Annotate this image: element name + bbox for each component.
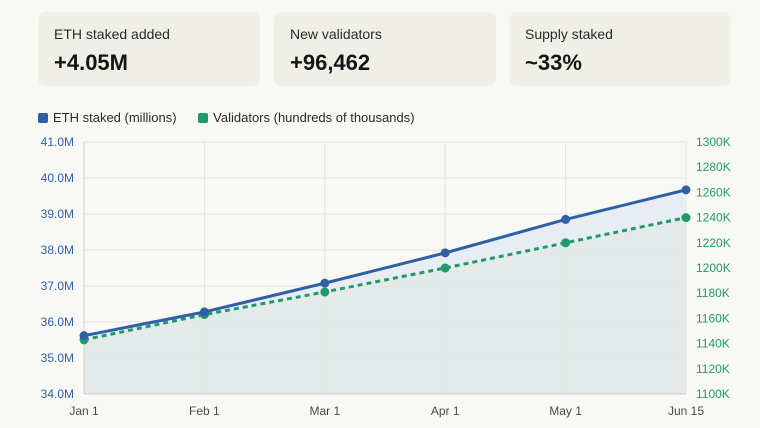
validators-series-line: [83, 216, 687, 342]
left-axis-tick-label: 39.0M: [41, 207, 74, 221]
legend-label-validators: Validators (hundreds of thousands): [213, 110, 415, 125]
right-axis-tick-label: 1100K: [696, 387, 730, 401]
stat-card-supply-staked: Supply staked ~33%: [509, 12, 731, 86]
validators-area-fill: [84, 217, 686, 394]
stat-label: ETH staked added: [54, 26, 170, 42]
stat-value: +4.05M: [54, 50, 128, 75]
dual-axis-line-chart: 34.0M 35.0M 36.0M 37.0M 38.0M 39.0M 40.0M 41.0M…: [41, 135, 731, 418]
legend-label-eth: ETH staked (millions): [53, 110, 177, 125]
x-axis-tick-label: May 1: [549, 404, 582, 418]
stat-label: New validators: [290, 26, 382, 42]
right-axis-tick-label: 1160K: [696, 311, 730, 325]
stat-value: ~33%: [525, 50, 582, 75]
left-axis-tick-label: 40.0M: [41, 171, 74, 185]
legend-item-eth[interactable]: ETH staked (millions): [38, 110, 177, 125]
right-axis-tick-label: 1240K: [696, 211, 731, 225]
right-axis-tick-label: 1120K: [696, 362, 730, 376]
right-axis-tick-label: 1280K: [696, 160, 731, 174]
eth-staked-data-point: [320, 278, 330, 288]
legend-swatch-eth: [38, 112, 48, 123]
stat-label: Supply staked: [525, 26, 613, 42]
stat-cards: ETH staked added +4.05M New validators +…: [38, 12, 732, 86]
eth-staked-data-point: [199, 307, 209, 317]
right-axis-tick-label: 1180K: [696, 286, 730, 300]
left-axis-tick-label: 37.0M: [41, 279, 74, 293]
x-axis-tick-label: Jan 1: [69, 404, 99, 418]
stat-card-eth-staked: ETH staked added +4.05M: [38, 12, 260, 86]
legend-swatch-validators: [198, 112, 209, 123]
stat-card-new-validators: New validators +96,462: [274, 12, 496, 86]
eth-staked-series-line: [83, 188, 687, 338]
left-axis-tick-label: 35.0M: [41, 351, 74, 365]
right-axis-tick-label: 1200K: [696, 261, 731, 275]
validators-data-point: [561, 238, 571, 248]
x-axis-tick-label: Jun 15: [668, 404, 704, 418]
x-axis-tick-label: Apr 1: [431, 404, 460, 418]
validators-data-point: [681, 213, 691, 223]
right-axis-tick-label: 1260K: [696, 185, 731, 199]
validators-data-point: [440, 263, 450, 273]
eth-staked-data-point: [79, 331, 89, 341]
left-axis-tick-label: 36.0M: [41, 315, 74, 329]
right-axis-tick-label: 1300K: [696, 135, 731, 149]
eth-staked-data-point: [561, 214, 571, 224]
legend-item-validators[interactable]: Validators (hundreds of thousands): [198, 110, 415, 125]
right-axis-tick-label: 1140K: [696, 337, 730, 351]
right-axis-tick-label: 1220K: [696, 236, 731, 250]
eth-staked-data-point: [681, 185, 691, 195]
eth-staked-data-point: [440, 248, 450, 258]
left-axis-tick-label: 41.0M: [41, 135, 74, 149]
x-axis-tick-label: Feb 1: [189, 404, 220, 418]
validators-data-point: [320, 287, 330, 297]
left-axis-tick-label: 38.0M: [41, 243, 74, 257]
left-axis-tick-label: 34.0M: [41, 387, 74, 401]
stat-value: +96,462: [290, 50, 371, 75]
chart-legend: ETH staked (millions) Validators (hundre…: [38, 110, 433, 128]
x-axis-tick-label: Mar 1: [309, 404, 340, 418]
